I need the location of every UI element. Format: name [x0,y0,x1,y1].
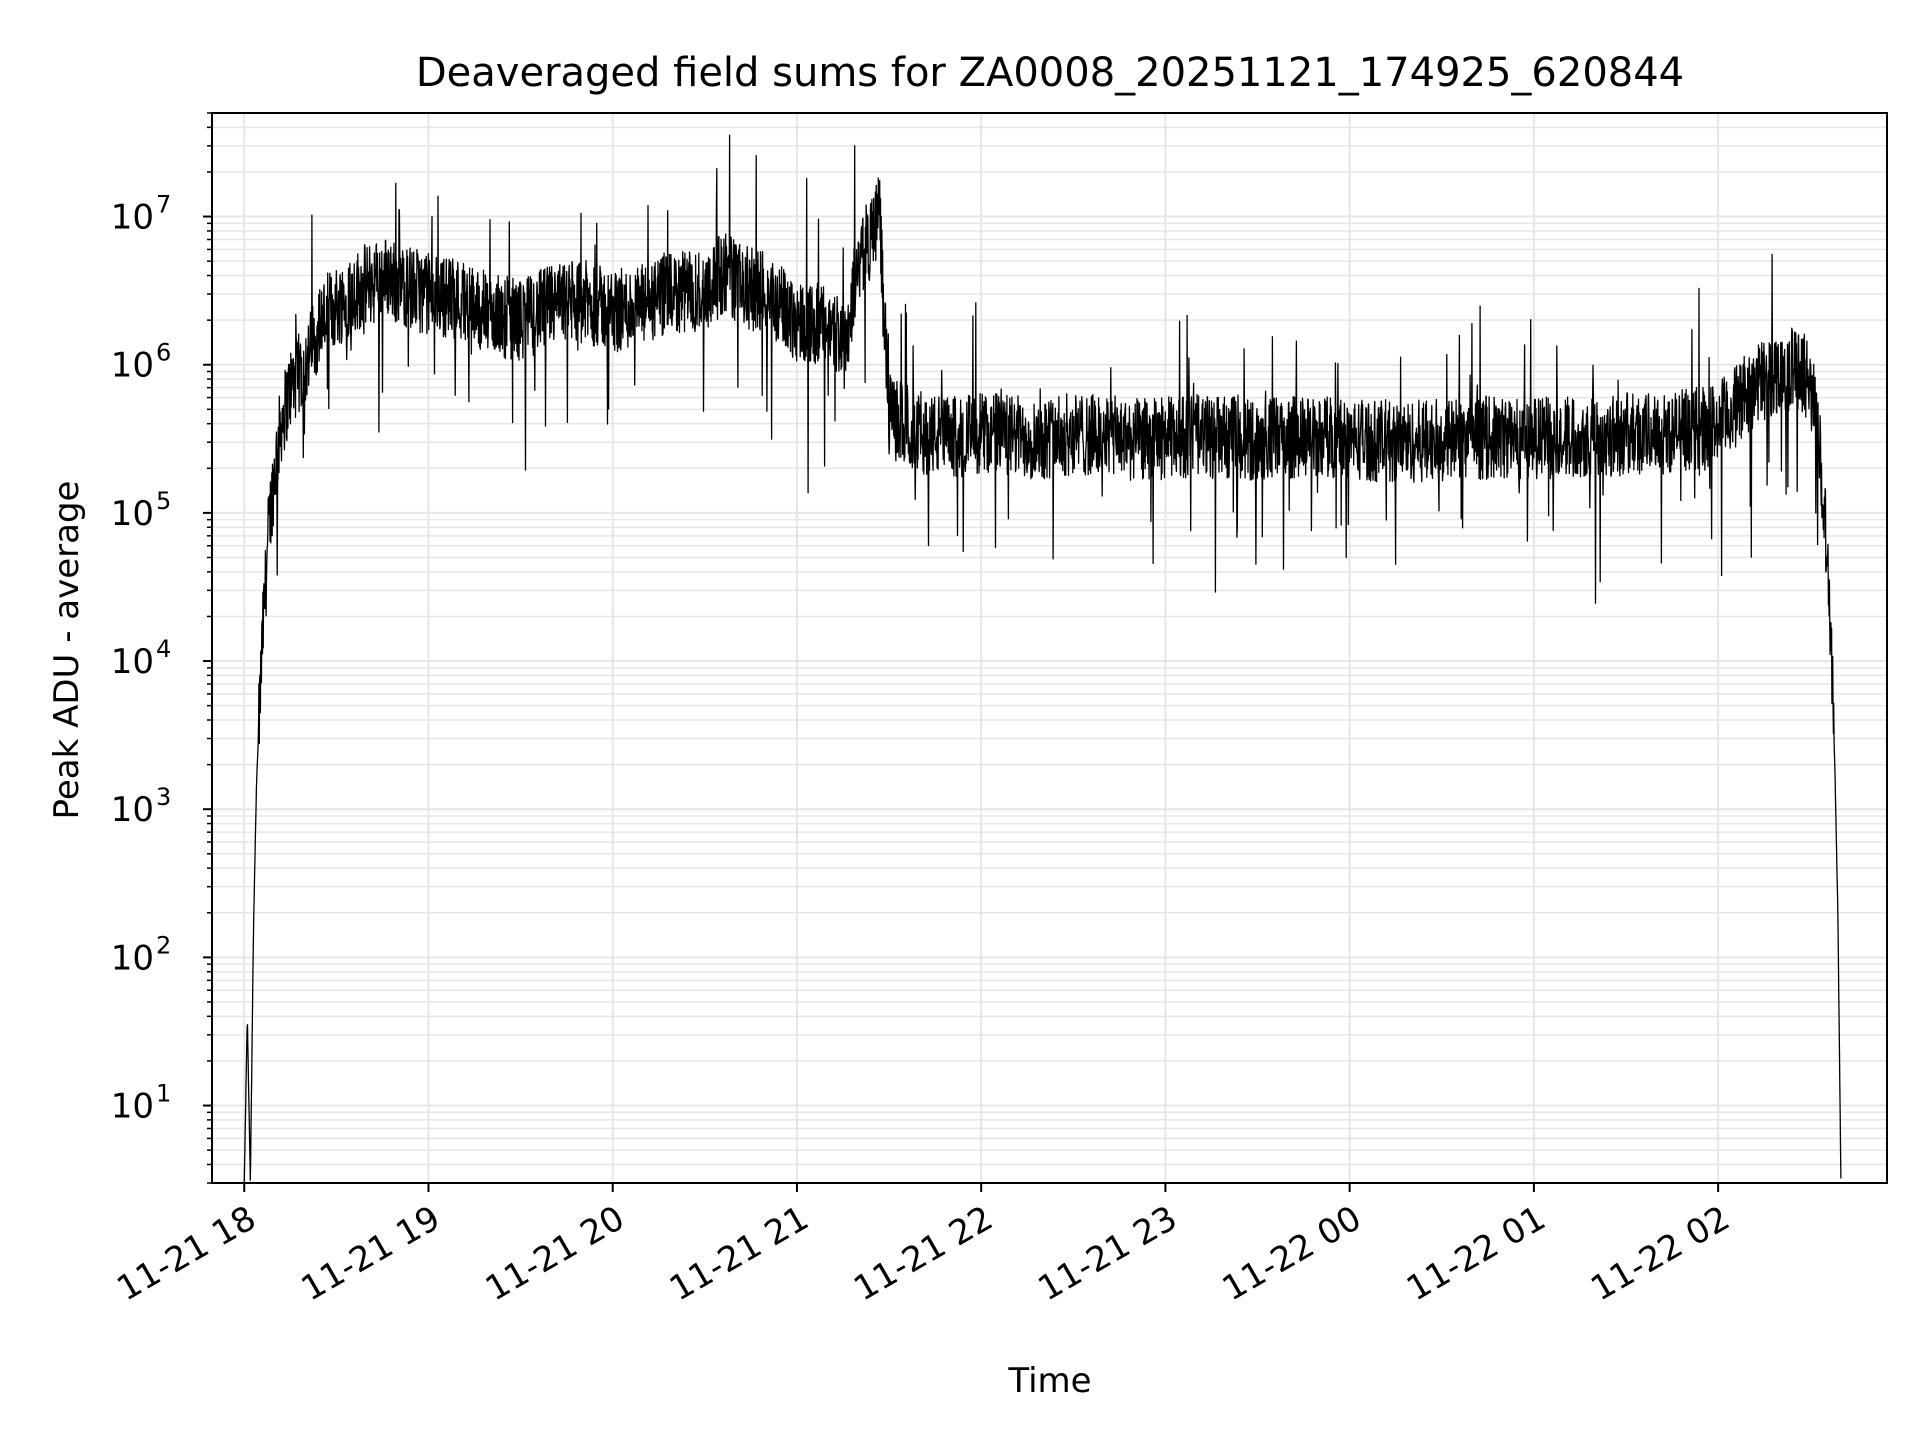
grid-lines [212,112,1887,1184]
x-axis-label: Time [1007,1361,1091,1401]
y-tick-label: 10 [111,790,154,830]
series-line [243,134,1842,1184]
chart-title: Deaveraged field sums for ZA0008_2025112… [416,50,1684,96]
y-tick-exponent: 5 [156,487,171,515]
y-tick-label: 10 [111,346,154,386]
series-layer [243,134,1842,1184]
y-tick-label: 10 [111,198,154,238]
y-tick-exponent: 7 [156,191,171,219]
y-tick-exponent: 6 [156,339,171,367]
y-tick-label: 10 [111,1087,154,1127]
y-tick-exponent: 3 [156,783,171,811]
y-tick-label: 10 [111,642,154,682]
y-tick-label: 10 [111,494,154,534]
y-tick-label: 10 [111,938,154,978]
y-axis-label: Peak ADU - average [47,481,87,820]
y-tick-exponent: 2 [156,931,171,959]
y-tick-exponent: 4 [156,635,171,663]
y-tick-exponent: 1 [156,1080,171,1108]
plot-frame [211,112,1888,1184]
